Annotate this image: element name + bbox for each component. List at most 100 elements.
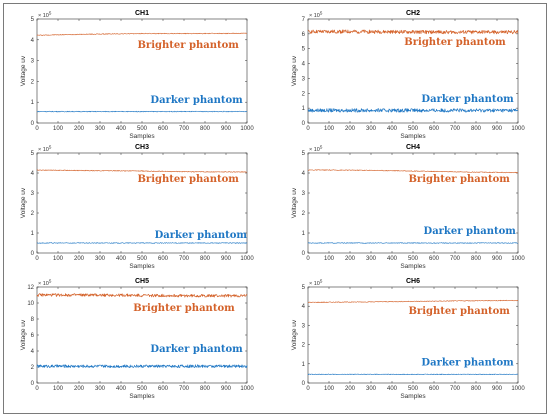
darker-phantom-annotation: Darker phantom — [421, 94, 514, 105]
x-tick-label: 1000 — [240, 126, 254, 132]
y-tick-label: 1 — [302, 106, 306, 112]
y-axis-label: Voltage uv — [20, 319, 27, 350]
y-exponent-power: 5 — [49, 11, 52, 16]
darker-phantom-annotation: Darker phantom — [155, 230, 248, 241]
darker-phantom-annotation: Darker phantom — [421, 358, 514, 369]
x-tick-label: 600 — [429, 126, 440, 132]
x-tick-label: 600 — [158, 126, 169, 132]
x-tick-label: 400 — [387, 126, 398, 132]
x-axis-label: Samples — [129, 393, 155, 400]
x-tick-label: 800 — [200, 126, 211, 132]
x-tick-label: 200 — [74, 386, 85, 392]
x-tick-label: 400 — [116, 126, 127, 132]
y-tick-label: 3 — [302, 323, 306, 329]
chart-title: CH4 — [406, 144, 420, 151]
x-tick-label: 100 — [53, 256, 64, 262]
y-axis-label: Voltage uv — [291, 55, 298, 86]
x-tick-label: 800 — [200, 386, 211, 392]
x-tick-label: 400 — [387, 386, 398, 392]
x-tick-label: 900 — [221, 256, 232, 262]
y-tick-label: 3 — [302, 76, 306, 82]
y-tick-label: 2 — [31, 211, 35, 217]
x-tick-label: 300 — [95, 386, 106, 392]
brighter-phantom-line — [36, 169, 248, 173]
plot-area — [307, 286, 519, 384]
x-tick-label: 500 — [408, 126, 419, 132]
y-tick-label: 0 — [302, 121, 306, 127]
x-tick-label: 100 — [53, 126, 64, 132]
x-axis-label: Samples — [129, 133, 155, 140]
y-axis-label: Voltage uv — [291, 187, 298, 218]
x-tick-label: 900 — [221, 386, 232, 392]
y-tick-label: 5 — [302, 151, 306, 157]
y-exponent-power: 5 — [320, 11, 323, 16]
brighter-phantom-annotation: Brighter phantom — [408, 306, 510, 317]
y-tick-label: 5 — [302, 47, 306, 53]
x-tick-label: 0 — [306, 126, 310, 132]
chart-title: CH3 — [135, 144, 149, 151]
x-tick-label: 700 — [450, 126, 461, 132]
chart-title: CH1 — [135, 10, 149, 17]
darker-phantom-line — [36, 364, 248, 368]
y-tick-label: 3 — [302, 191, 306, 197]
chart-panel-ch1: CH1 × 105 0 100 200 300 400 500 600 700 800 900 1000… — [20, 10, 254, 140]
x-tick-label: 500 — [137, 256, 148, 262]
chart-panel-ch2: CH2 × 105 0 100 200 300 400 500 600 700 800 900 1000… — [291, 10, 525, 140]
x-axis-label: Samples — [129, 263, 155, 270]
chart-title: CH6 — [406, 278, 420, 285]
x-tick-label: 0 — [35, 256, 39, 262]
x-tick-label: 900 — [492, 126, 503, 132]
x-tick-label: 1000 — [240, 256, 254, 262]
y-tick-label: 0 — [302, 251, 306, 257]
y-tick-label: 5 — [31, 17, 35, 23]
y-tick-label: 2 — [31, 79, 35, 85]
y-tick-label: 4 — [302, 62, 306, 68]
plot-area — [36, 286, 248, 384]
chart-panel-ch6: CH6 × 105 0 100 200 300 400 500 600 700 800 900 1000… — [291, 278, 525, 400]
y-tick-label: 1 — [302, 231, 306, 237]
x-tick-label: 200 — [74, 256, 85, 262]
x-tick-label: 300 — [366, 386, 377, 392]
x-tick-label: 1000 — [511, 256, 525, 262]
x-tick-label: 0 — [35, 386, 39, 392]
y-tick-label: 3 — [31, 191, 35, 197]
brighter-phantom-line — [36, 32, 248, 36]
x-tick-label: 500 — [408, 256, 419, 262]
y-tick-label: 1 — [31, 100, 35, 106]
x-tick-label: 700 — [179, 256, 190, 262]
darker-phantom-annotation: Darker phantom — [150, 344, 243, 355]
x-tick-label: 0 — [35, 126, 39, 132]
darker-phantom-annotation: Darker phantom — [424, 226, 517, 237]
x-tick-label: 700 — [179, 126, 190, 132]
x-tick-label: 1000 — [511, 126, 525, 132]
darker-phantom-line — [307, 373, 519, 376]
x-tick-label: 1000 — [511, 386, 525, 392]
brighter-phantom-annotation: Brighter phantom — [133, 303, 235, 314]
x-tick-label: 300 — [95, 126, 106, 132]
y-tick-label: 1 — [31, 231, 35, 237]
y-tick-label: 6 — [31, 333, 35, 339]
y-axis-label: Voltage uv — [20, 55, 27, 86]
brighter-phantom-line — [307, 169, 519, 174]
y-tick-label: 0 — [31, 381, 35, 387]
y-tick-label: 1 — [302, 362, 306, 368]
brighter-phantom-annotation: Brighter phantom — [137, 40, 239, 51]
x-tick-label: 500 — [408, 386, 419, 392]
brighter-phantom-annotation: Brighter phantom — [137, 174, 239, 185]
y-tick-label: 2 — [31, 365, 35, 371]
brighter-phantom-line — [36, 293, 248, 298]
brighter-phantom-annotation: Brighter phantom — [404, 37, 506, 48]
chart-panel-ch4: CH4 × 105 0 100 200 300 400 500 600 700 800 900 1000… — [291, 144, 525, 270]
y-tick-label: 0 — [31, 251, 35, 257]
plot-area — [307, 152, 519, 254]
plot-area — [36, 18, 248, 124]
darker-phantom-line — [307, 242, 519, 244]
x-tick-label: 500 — [137, 126, 148, 132]
y-tick-label: 8 — [31, 317, 35, 323]
y-tick-label: 7 — [302, 17, 306, 23]
y-exponent-power: 5 — [320, 145, 323, 150]
y-exponent-power: 5 — [320, 279, 323, 284]
x-tick-label: 600 — [429, 386, 440, 392]
x-tick-label: 400 — [116, 386, 127, 392]
chart-title: CH5 — [135, 278, 149, 285]
